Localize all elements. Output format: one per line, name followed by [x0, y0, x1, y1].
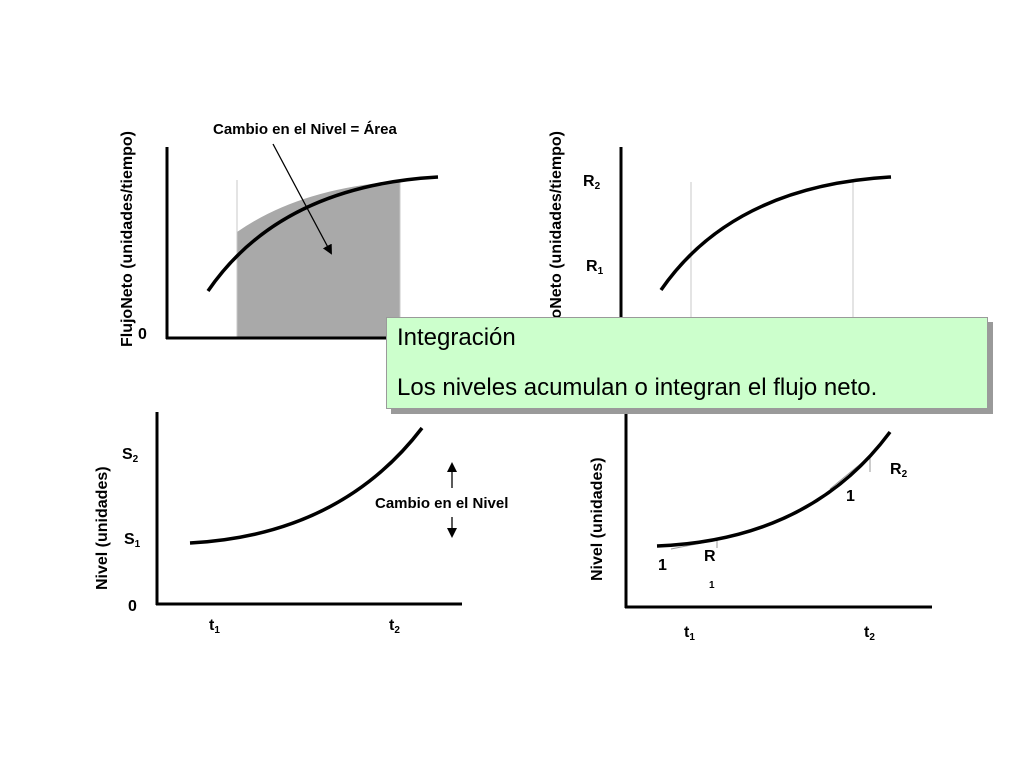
- s2-label: S2: [122, 446, 139, 465]
- integration-callout: Integración Los niveles acumulan o integ…: [386, 317, 988, 409]
- level-curve: [656, 430, 892, 548]
- slope2-rise-label: R2: [890, 461, 908, 480]
- level-curve: [189, 426, 424, 545]
- y-axis-label: FlujoNeto (unidades/tiempo): [119, 131, 136, 347]
- slope1-rise-sub: 1: [709, 580, 715, 591]
- panel-top-right: FlujoNeto (unidades/tiempo) R2 R1: [548, 131, 892, 347]
- annotation-arrow: [272, 143, 332, 255]
- callout-title: Integración: [397, 324, 516, 351]
- panel-bottom-left: Nivel (unidades) S2 S1 0 t1 t2 Cambio en…: [94, 412, 508, 636]
- slope1-rise-base: R: [704, 548, 716, 565]
- t1-label: t1: [684, 624, 695, 643]
- panel-bottom-right: Nivel (unidades) 1 R2 1 R 1 t1 t2: [589, 412, 932, 643]
- r1-label: R1: [586, 258, 604, 277]
- net-flow-curve: [206, 175, 439, 292]
- t2-label: t2: [389, 617, 400, 636]
- area-annotation: Cambio en el Nivel = Área: [213, 121, 397, 138]
- slope1-run-label: 1: [658, 557, 667, 574]
- y-axis-label: FlujoNeto (unidades/tiempo): [548, 131, 565, 347]
- panel-top-left: Cambio en el Nivel = Área FlujoNeto (uni…: [119, 121, 439, 347]
- r2-label: R2: [583, 173, 601, 192]
- t2-label: t2: [864, 624, 875, 643]
- callout-text: Los niveles acumulan o integran el flujo…: [397, 374, 878, 401]
- net-flow-curve: [659, 175, 892, 291]
- y-axis-label: Nivel (unidades): [589, 457, 606, 581]
- s1-label: S1: [124, 531, 141, 550]
- slope2-run-label: 1: [846, 488, 855, 505]
- area-under-curve: [237, 181, 400, 338]
- t1-label: t1: [209, 617, 220, 636]
- zero-label: 0: [138, 326, 147, 343]
- zero-label: 0: [128, 598, 137, 615]
- level-change-label: Cambio en el Nivel: [375, 495, 508, 512]
- y-axis-label: Nivel (unidades): [94, 466, 111, 590]
